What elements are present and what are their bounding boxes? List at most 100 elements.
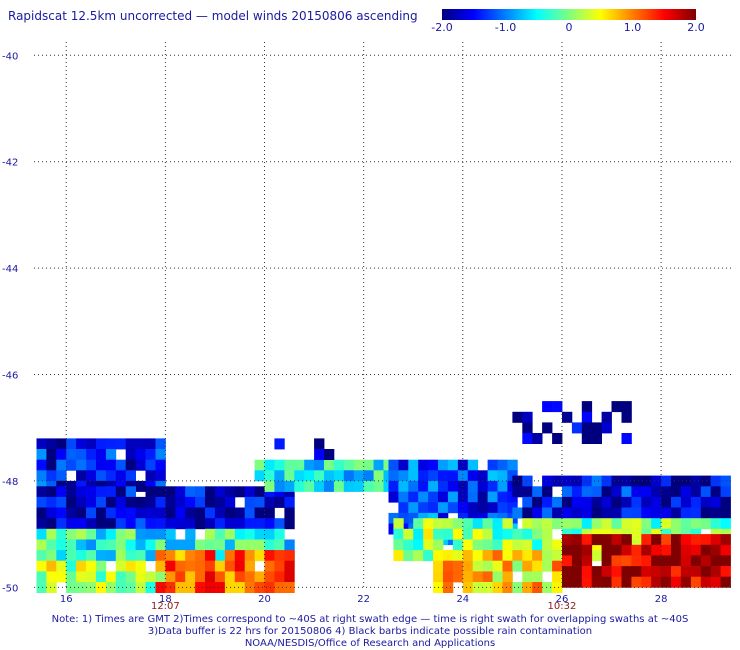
heatmap-cell: [36, 486, 47, 498]
heatmap-cell: [105, 582, 117, 593]
x-tick-label: 18: [159, 594, 172, 605]
heatmap-cell: [264, 518, 275, 530]
heatmap-cell: [477, 491, 488, 503]
x-tick-label: 28: [655, 594, 668, 605]
heatmap-cell: [244, 550, 255, 562]
heatmap-cell: [115, 550, 127, 562]
heatmap-cell: [145, 550, 156, 562]
x-tick-label: 16: [60, 594, 73, 605]
heatmap-cell: [680, 566, 692, 578]
heatmap-cell: [234, 539, 246, 551]
heatmap-cell: [671, 544, 682, 556]
heatmap-cell: [562, 475, 573, 487]
heatmap-cell: [591, 576, 602, 588]
heatmap-cell: [46, 560, 57, 572]
heatmap-cell: [631, 544, 642, 556]
heatmap-cell: [56, 528, 67, 540]
heatmap-cell: [135, 449, 146, 460]
heatmap-cell: [477, 502, 488, 514]
heatmap-cell: [274, 496, 285, 508]
heatmap-cell: [76, 459, 87, 471]
heatmap-cell: [36, 550, 47, 562]
heatmap-cell: [591, 422, 602, 434]
heatmap-cell: [96, 582, 107, 593]
heatmap-cell: [552, 507, 563, 519]
heatmap-cell: [36, 571, 47, 583]
heatmap-cell: [522, 422, 533, 434]
heatmap-cell: [671, 496, 682, 508]
heatmap-cell: [680, 486, 692, 498]
heatmap-cell: [621, 486, 632, 498]
heatmap-cell: [125, 507, 136, 519]
heatmap-cell: [224, 507, 236, 519]
y-axis-ticks: -40 -42 -44 -46 -48 -50: [2, 51, 18, 594]
heatmap-cell: [333, 480, 345, 492]
heatmap-cell: [76, 528, 87, 540]
heatmap-cell: [254, 507, 265, 519]
heatmap-cell: [66, 486, 77, 498]
heatmap-cell: [428, 480, 439, 492]
heatmap-cell: [284, 496, 295, 508]
heatmap-cell: [398, 480, 409, 492]
heatmap-cell: [214, 486, 226, 498]
heatmap-cell: [552, 518, 563, 530]
heatmap-cell: [254, 459, 265, 471]
heatmap-cell: [492, 528, 503, 540]
heatmap-cell: [234, 528, 246, 540]
heatmap-cell: [552, 560, 563, 572]
heatmap-cell: [522, 507, 533, 519]
heatmap-cell: [388, 470, 399, 482]
heatmap-cell: [433, 528, 444, 540]
heatmap-cell: [185, 528, 196, 540]
heatmap-cell: [552, 475, 563, 487]
heatmap-cell: [621, 411, 632, 423]
heatmap-cell: [105, 550, 117, 562]
heatmap-cell: [710, 566, 721, 578]
heatmap-cell: [324, 449, 335, 460]
footer-note-1: Note: 1) Times are GMT 2)Times correspon…: [51, 614, 689, 625]
heatmap-cell: [264, 560, 275, 572]
heatmap-cell: [542, 507, 553, 519]
heatmap-cell: [66, 449, 77, 460]
heatmap-cell: [175, 507, 186, 519]
heatmap-cell: [274, 550, 285, 562]
heatmap-cell: [56, 560, 67, 572]
heatmap-cell: [343, 470, 355, 482]
heatmap-cell: [56, 550, 67, 562]
heatmap-cell: [452, 560, 464, 572]
heatmap-cell: [502, 518, 513, 530]
heatmap-cell: [135, 582, 146, 593]
heatmap-cell: [671, 555, 682, 567]
heatmap-cell: [388, 480, 399, 492]
heatmap-cell: [96, 486, 107, 498]
heatmap-cell: [611, 518, 622, 530]
heatmap-cell: [512, 486, 523, 498]
heatmap-cell: [155, 539, 166, 551]
heatmap-cell: [671, 576, 682, 588]
heatmap-cell: [234, 518, 246, 530]
heatmap-cell: [680, 496, 692, 508]
heatmap-cell: [46, 438, 57, 450]
heatmap-cell: [502, 582, 513, 593]
heatmap-cell: [611, 401, 622, 413]
heatmap-cell: [284, 470, 295, 482]
heatmap-cell: [601, 507, 612, 519]
heatmap-cell: [155, 486, 166, 498]
heatmap-cell: [56, 438, 67, 450]
heatmap-cell: [591, 496, 602, 508]
heatmap-cell: [214, 496, 226, 508]
heatmap-cell: [581, 576, 593, 588]
heatmap-cell: [274, 560, 285, 572]
heatmap-cell: [155, 459, 166, 471]
heatmap-cell: [56, 486, 67, 498]
heatmap-cell: [76, 550, 87, 562]
heatmap-cell: [274, 459, 285, 471]
heatmap-cell: [532, 486, 543, 498]
chart-plot: -40-42-44-46-48-50 16 18 20 22 24 26 28 12:07 1…: [2, 42, 733, 610]
heatmap-cell: [388, 459, 399, 471]
heatmap-cell: [284, 507, 295, 519]
heatmap-cell: [66, 459, 77, 471]
heatmap-cell: [214, 560, 226, 572]
heatmap-cell: [86, 438, 97, 450]
heatmap-cell: [46, 518, 57, 530]
